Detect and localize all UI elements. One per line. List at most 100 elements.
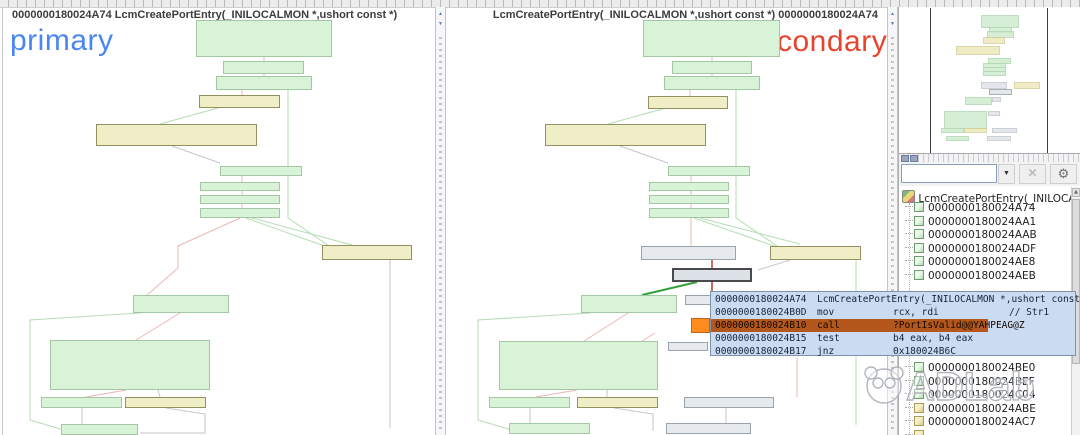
primary-pane-scrollbar[interactable]: ▲ ▼ <box>435 7 446 435</box>
minimap-node <box>992 97 1002 103</box>
tree-item-basic-block[interactable]: 0000000180024BE0 <box>905 362 1035 375</box>
gear-icon[interactable]: ⚙ <box>1050 164 1077 184</box>
tree-item-basic-block[interactable]: 0000000180024AE8 <box>905 256 1035 269</box>
right-sidebar: ▼ ✕ ⚙ LcmCreatePortEntry(_INILOCALM 0000… <box>898 7 1080 435</box>
basic-block-node[interactable] <box>125 397 206 408</box>
instruction-address: 0000000180024B10 <box>715 320 807 331</box>
basic-block-node[interactable] <box>216 76 312 90</box>
block-address: 0000000180024A74 <box>928 202 1036 214</box>
block-icon-green <box>914 270 924 280</box>
basic-block-node[interactable] <box>643 20 780 57</box>
minimap-node <box>991 127 1018 134</box>
basic-block-node[interactable] <box>664 76 760 90</box>
chevron-down-icon[interactable]: ▼ <box>998 164 1015 184</box>
search-input[interactable] <box>901 164 997 183</box>
clear-icon[interactable]: ✕ <box>1019 164 1046 184</box>
basic-block-node[interactable] <box>672 61 752 74</box>
block-icon-green <box>914 202 924 212</box>
basic-block-node[interactable] <box>672 268 752 282</box>
basic-block-node[interactable] <box>668 342 708 351</box>
instruction-operands: ?PortIsValid@@YAHPEAG@Z <box>893 320 1025 331</box>
minimap-node <box>986 31 1014 38</box>
basic-block-node[interactable] <box>96 124 257 146</box>
block-icon-yellow <box>914 402 924 413</box>
secondary-pane-scrollbar[interactable]: ▲ ▼ <box>887 7 898 435</box>
minimap-node <box>1014 82 1040 89</box>
minimap-node <box>946 135 970 142</box>
tree-item-basic-block[interactable]: 0000000180024AA1 <box>905 215 1037 229</box>
secondary-function-header: LcmCreatePortEntry(_INILOCALMON *,ushort… <box>492 9 878 21</box>
basic-block-node[interactable] <box>668 166 750 176</box>
basic-block-node[interactable] <box>509 423 590 434</box>
instruction-mnemonic: jnz <box>817 346 835 357</box>
mini-icon[interactable] <box>910 155 918 162</box>
scroll-up-icon[interactable]: ▲ <box>438 11 443 17</box>
block-icon-green <box>914 375 924 386</box>
scroll-up-icon[interactable]: ▲ <box>1072 188 1080 197</box>
basic-block-node[interactable] <box>684 397 774 408</box>
basic-block-node[interactable] <box>41 397 122 408</box>
basic-block-node[interactable] <box>649 195 729 204</box>
tree-item-basic-block[interactable]: 0000000180024AAB <box>905 229 1037 242</box>
scroll-up-icon[interactable]: ▲ <box>890 11 895 17</box>
basic-block-node[interactable] <box>545 124 706 146</box>
tree-item-basic-block[interactable]: 0000000180024AC7 <box>905 416 1036 429</box>
mini-icon[interactable] <box>901 155 909 162</box>
basic-block-node[interactable] <box>196 20 332 57</box>
tree-item-basic-block[interactable]: 0000000180024ABE <box>905 402 1036 416</box>
basic-block-node[interactable] <box>200 182 280 191</box>
basic-block-node[interactable] <box>50 340 210 390</box>
basic-block-node[interactable] <box>133 295 229 313</box>
basic-block-node[interactable] <box>499 341 658 390</box>
minimap-node <box>987 58 1012 64</box>
instruction-comment: // Str1 <box>1009 307 1050 318</box>
basic-block-node[interactable] <box>61 424 138 435</box>
tree-item-basic-block[interactable] <box>905 430 928 435</box>
tree-item-basic-block[interactable]: 0000000180024AEB <box>905 270 1036 283</box>
basic-block-node[interactable] <box>199 95 280 108</box>
minimap-node <box>941 127 965 134</box>
viewport-right-line <box>1047 8 1048 153</box>
scroll-down-icon[interactable]: ▼ <box>890 21 895 27</box>
block-address: 0000000180024AAB <box>928 229 1037 242</box>
basic-block-node[interactable] <box>641 246 736 260</box>
block-address: 0000000180024AEB <box>928 270 1036 282</box>
basic-block-node[interactable] <box>489 397 570 408</box>
highlighted-instruction-block[interactable] <box>691 318 710 333</box>
block-address: 0000000180024AA1 <box>928 215 1037 228</box>
block-address: 0000000180024C04 <box>928 389 1036 402</box>
basic-block-node[interactable] <box>220 166 302 176</box>
scroll-down-icon[interactable]: ▼ <box>438 21 443 27</box>
basic-block-node[interactable] <box>666 423 751 434</box>
basic-block-node[interactable] <box>649 182 729 191</box>
instruction-tooltip: 0000000180024A74 LcmCreatePortEntry(_INIL… <box>710 291 1080 357</box>
instruction-mnemonic: LcmCreatePortEntry(_INILOCALMON *,ushort… <box>817 294 1080 305</box>
minimap-node <box>987 111 1001 117</box>
instruction-address: 0000000180024A74 <box>715 294 807 305</box>
block-icon-yellow <box>914 416 924 427</box>
block-address: 0000000180024BEF <box>928 375 1035 388</box>
tree-item-basic-block[interactable]: 0000000180024C04 <box>905 389 1036 402</box>
minimap-node <box>982 71 1006 77</box>
basic-block-node[interactable] <box>649 208 729 218</box>
primary-label: primary <box>10 24 114 57</box>
tree-root-function[interactable]: LcmCreatePortEntry(_INILOCALM <box>902 190 1080 205</box>
minimap-node <box>964 127 988 134</box>
tree-item-basic-block[interactable]: 0000000180024ADF <box>905 242 1036 256</box>
basic-block-node[interactable] <box>581 295 677 313</box>
basic-block-node[interactable] <box>648 96 728 109</box>
basic-block-node[interactable] <box>200 208 280 218</box>
minimap-node <box>955 45 1000 55</box>
tree-item-basic-block[interactable]: 0000000180024BEF <box>905 375 1035 389</box>
basic-block-node[interactable] <box>322 245 412 260</box>
instruction-operands: rcx, rdi <box>893 307 939 318</box>
basic-block-node[interactable] <box>223 61 304 74</box>
basic-block-node[interactable] <box>200 195 280 204</box>
basic-block-node[interactable] <box>685 295 713 305</box>
tree-item-basic-block[interactable]: 0000000180024A74 <box>905 202 1035 215</box>
basic-block-node[interactable] <box>770 246 861 260</box>
basic-block-node[interactable] <box>577 397 658 408</box>
graph-overview-minimap[interactable] <box>899 8 1080 154</box>
